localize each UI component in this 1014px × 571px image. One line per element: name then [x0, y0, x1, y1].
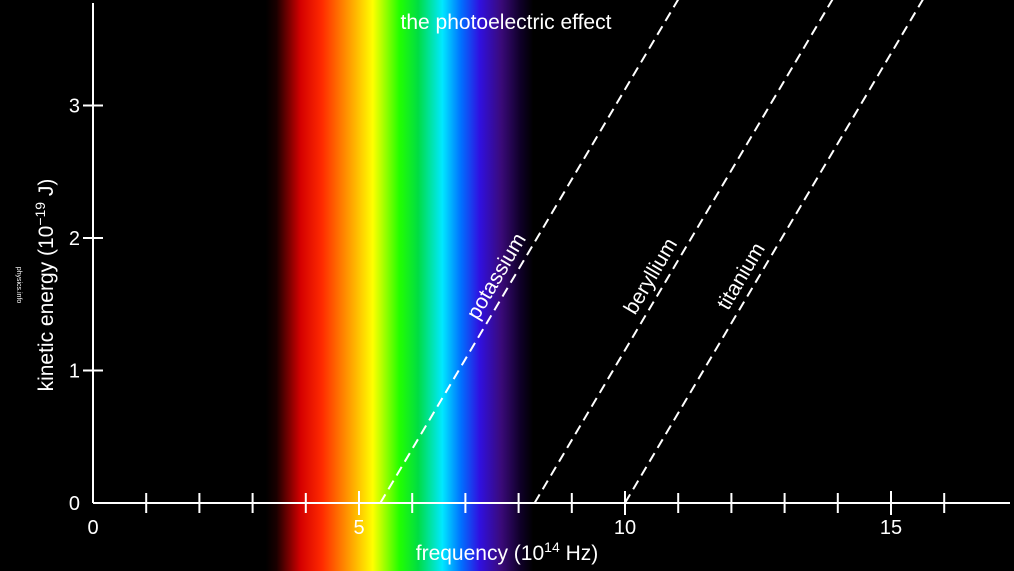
series-line-titanium [624, 0, 924, 504]
chart-title: the photoelectric effect [401, 11, 612, 34]
series-layer [379, 0, 924, 504]
x-axis-label: frequency (1014 Hz) [416, 539, 599, 565]
series-line-potassium [379, 0, 680, 504]
visible-spectrum-band [265, 0, 534, 571]
y-tick-label: 3 [69, 96, 80, 118]
y-tick-label: 1 [69, 361, 80, 383]
axes-layer: 0 5 10 15 0 1 2 3 [69, 3, 1010, 539]
series-line-beryllium [533, 0, 834, 504]
watermark: physics.info [15, 267, 22, 304]
x-tick-label: 5 [353, 517, 364, 539]
x-tick-label: 15 [880, 517, 902, 539]
x-tick-label: 0 [87, 517, 98, 539]
y-tick-label: 2 [69, 228, 80, 250]
y-tick-label: 0 [69, 493, 80, 515]
x-tick-label: 10 [614, 517, 636, 539]
y-axis-label: kinetic energy (10−19 J) [32, 179, 58, 392]
